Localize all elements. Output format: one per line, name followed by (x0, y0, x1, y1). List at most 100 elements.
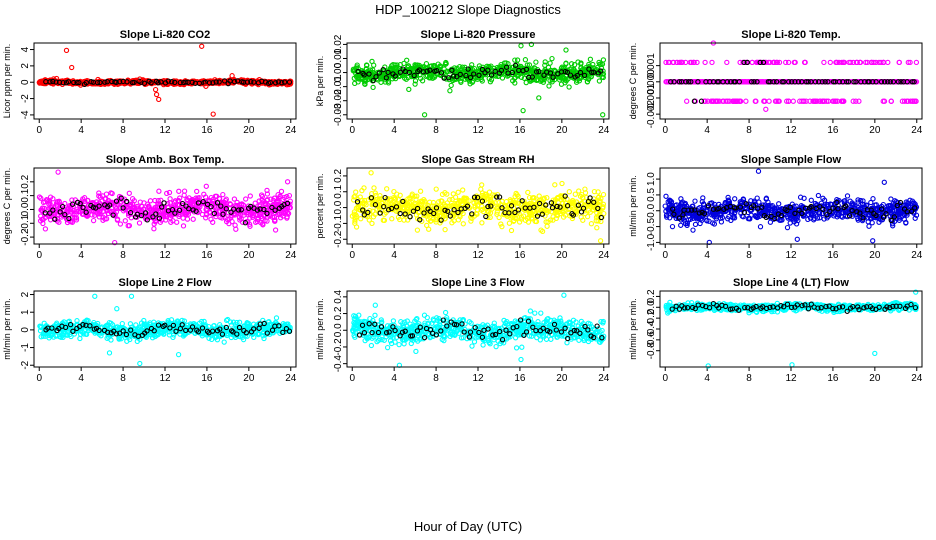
hourly-point (541, 72, 547, 78)
data-point (220, 191, 226, 198)
data-point (790, 98, 796, 104)
data-point (437, 63, 443, 69)
data-point (412, 81, 418, 87)
y-tick-label: 0.2 (333, 169, 344, 183)
x-tick-label: 0 (662, 125, 668, 136)
x-tick-label: 12 (472, 250, 484, 261)
hourly-point (216, 79, 222, 85)
data-point (566, 189, 572, 195)
x-tick-label: 24 (598, 250, 610, 261)
data-point (732, 196, 738, 202)
data-point (594, 225, 600, 231)
hourly-point (492, 68, 498, 74)
data-point (597, 61, 603, 67)
data-point (496, 214, 502, 221)
panel-title: Slope Amb. Box Temp. (106, 154, 225, 166)
hourly-point (97, 79, 103, 86)
data-point (549, 55, 555, 62)
x-tick-label: 12 (159, 250, 171, 261)
hourly-point (113, 79, 119, 86)
outlier-point (55, 169, 61, 175)
data-point (692, 198, 698, 204)
data-points (349, 170, 607, 244)
x-tick-label: 16 (201, 250, 213, 261)
data-point (587, 56, 594, 62)
hourly-point (94, 79, 101, 86)
y-tick-label: 0.0 (646, 203, 657, 217)
hourly-point (275, 79, 282, 85)
data-point (126, 190, 132, 196)
data-point (460, 187, 466, 193)
data-point (485, 65, 491, 71)
hourly-point (547, 70, 554, 76)
x-tick-label: 0 (662, 250, 668, 261)
hourly-point (509, 69, 516, 76)
data-point (533, 59, 539, 65)
hourly-point (117, 79, 123, 85)
data-point (815, 192, 822, 199)
y-tick-label: 2 (20, 291, 31, 297)
data-point (821, 59, 827, 66)
hourly-point (581, 72, 588, 79)
hourly-point (577, 69, 584, 76)
x-tick-label: 0 (349, 125, 355, 136)
data-point (552, 182, 558, 188)
hourly-point (523, 66, 530, 73)
x-tick-label: 16 (201, 373, 213, 384)
hourly-point (366, 71, 372, 77)
hourly-point (124, 79, 130, 85)
outlier-point (156, 96, 162, 103)
hourly-point (102, 79, 108, 85)
data-point (844, 193, 851, 199)
hourly-point (449, 67, 455, 73)
hourly-point (498, 67, 505, 74)
data-point (194, 188, 200, 195)
outlier-point (284, 179, 291, 185)
x-tick-label: 16 (514, 125, 526, 136)
outlier-point (368, 170, 374, 176)
data-point (575, 59, 581, 65)
hourly-point (158, 79, 164, 85)
data-point (90, 217, 97, 224)
data-point (363, 66, 369, 73)
outlier-point (518, 43, 524, 49)
y-tick-label: 0.000 (646, 69, 657, 94)
panel-title: Slope Gas Stream RH (421, 154, 534, 166)
y-tick-label: 1 (20, 309, 31, 315)
data-point (582, 74, 588, 81)
x-tick-label: 0 (36, 250, 42, 261)
hourly-point (370, 77, 376, 84)
panel-title: Slope Li-820 Temp. (741, 29, 840, 41)
data-point (808, 197, 814, 203)
x-tick-label: 12 (159, 373, 171, 384)
x-tick-label: 4 (78, 250, 84, 261)
x-tick-label: 0 (36, 125, 42, 136)
data-point (506, 220, 513, 226)
data-point (486, 75, 492, 82)
data-point (573, 79, 580, 85)
hourly-point (206, 80, 213, 86)
outlier-point (870, 238, 876, 244)
hourly-point (485, 67, 491, 73)
data-point (913, 59, 920, 66)
y-tick-label: 1.0 (646, 172, 657, 186)
hourly-point (65, 79, 72, 85)
hourly-point (267, 79, 274, 86)
x-tick-label: 20 (243, 250, 255, 261)
data-point (498, 62, 504, 68)
outlier-point (763, 106, 769, 112)
hourly-point (155, 80, 161, 86)
hourly-point (591, 69, 597, 75)
y-tick-label: 0.2 (20, 174, 31, 188)
data-point (518, 63, 524, 70)
hourly-point (536, 68, 542, 75)
x-tick-label: 20 (869, 250, 881, 261)
data-point (444, 68, 450, 74)
hourly-point (183, 79, 189, 85)
hourly-point (467, 74, 474, 81)
x-tick-label: 24 (911, 250, 923, 261)
data-point (479, 182, 485, 188)
